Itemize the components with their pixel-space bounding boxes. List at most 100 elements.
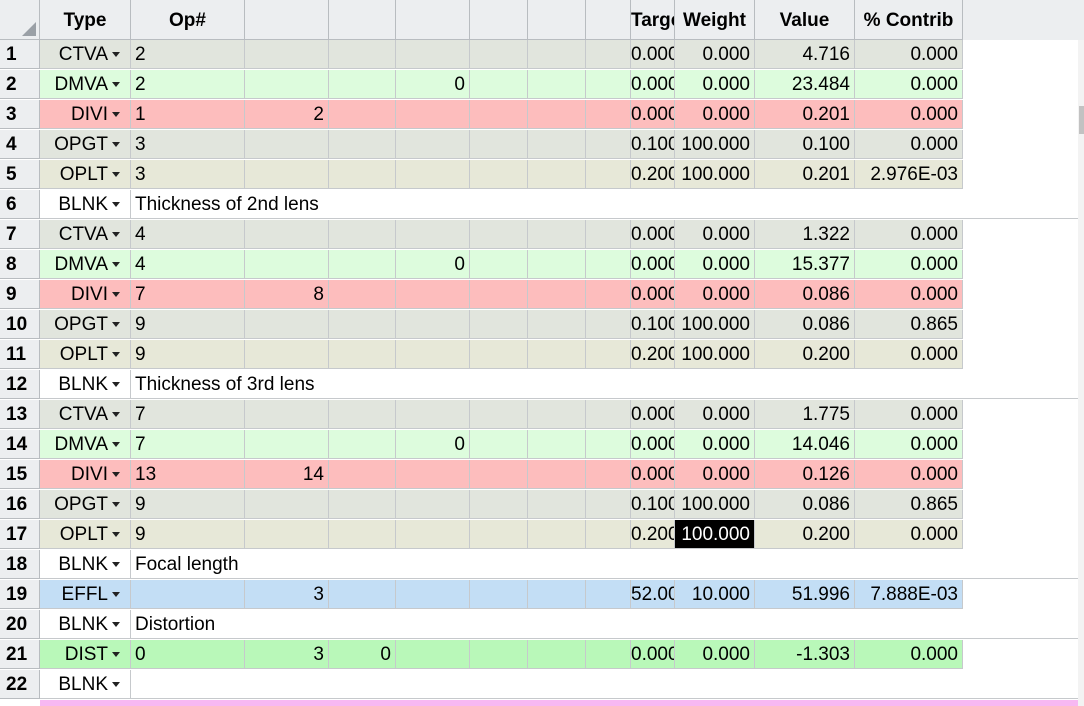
value-cell[interactable]: -1.303 — [755, 640, 855, 669]
operand-type-dropdown[interactable]: OPGT — [40, 310, 131, 339]
percent-contrib-cell[interactable]: 0.000 — [855, 340, 963, 369]
param-6-cell[interactable] — [586, 430, 631, 459]
row-number[interactable]: 4 — [0, 130, 40, 159]
operand-type-dropdown[interactable]: OPGT — [40, 130, 131, 159]
param-4-cell[interactable] — [470, 490, 528, 519]
percent-contrib-cell[interactable]: 0.000 — [855, 460, 963, 489]
param-1-cell[interactable]: 3 — [245, 640, 329, 669]
param-2-cell[interactable] — [329, 430, 396, 459]
param-5-cell[interactable] — [528, 310, 586, 339]
chevron-down-icon[interactable] — [112, 322, 120, 327]
param-5-cell[interactable] — [528, 460, 586, 489]
param-2-cell[interactable] — [329, 40, 396, 69]
param-6-cell[interactable] — [586, 310, 631, 339]
param-6-cell[interactable] — [586, 520, 631, 549]
weight-cell[interactable]: 0.000 — [675, 400, 755, 429]
param-3-cell[interactable] — [396, 40, 470, 69]
param-1-cell[interactable] — [245, 220, 329, 249]
param-1-cell[interactable] — [245, 310, 329, 339]
param-3-cell[interactable] — [396, 400, 470, 429]
chevron-down-icon[interactable] — [112, 412, 120, 417]
param-3-cell[interactable] — [396, 220, 470, 249]
row-number[interactable]: 7 — [0, 220, 40, 249]
param-4-cell[interactable] — [470, 460, 528, 489]
weight-cell[interactable]: 100.000 — [675, 490, 755, 519]
row-number[interactable]: 1 — [0, 40, 40, 69]
column-header-param-4[interactable] — [470, 0, 528, 40]
chevron-down-icon[interactable] — [112, 292, 120, 297]
param-1-cell[interactable] — [245, 400, 329, 429]
row-number[interactable]: 8 — [0, 250, 40, 279]
target-cell[interactable]: 0.000 — [631, 400, 675, 429]
param-3-cell[interactable] — [396, 280, 470, 309]
chevron-down-icon[interactable] — [112, 112, 120, 117]
operand-type-dropdown[interactable]: CTVA — [40, 40, 131, 69]
operand-type-dropdown[interactable]: CTVA — [40, 400, 131, 429]
op-number-cell[interactable]: 4 — [131, 250, 245, 279]
param-5-cell[interactable] — [528, 400, 586, 429]
param-3-cell[interactable] — [396, 460, 470, 489]
param-4-cell[interactable] — [470, 520, 528, 549]
param-3-cell[interactable] — [396, 130, 470, 159]
column-header-value[interactable]: Value — [755, 0, 855, 40]
param-6-cell[interactable] — [586, 640, 631, 669]
column-header-type[interactable]: Type — [40, 0, 131, 40]
chevron-down-icon[interactable] — [112, 352, 120, 357]
param-1-cell[interactable]: 2 — [245, 100, 329, 129]
weight-cell[interactable]: 100.000 — [675, 160, 755, 189]
param-2-cell[interactable] — [329, 100, 396, 129]
operand-type-dropdown[interactable]: DIVI — [40, 460, 131, 489]
operand-type-dropdown[interactable]: OPLT — [40, 520, 131, 549]
weight-cell[interactable]: 0.000 — [675, 70, 755, 99]
row-number[interactable]: 22 — [0, 670, 40, 699]
value-cell[interactable]: 0.200 — [755, 340, 855, 369]
param-4-cell[interactable] — [470, 160, 528, 189]
percent-contrib-cell[interactable]: 0.000 — [855, 100, 963, 129]
param-5-cell[interactable] — [528, 580, 586, 609]
percent-contrib-cell[interactable]: 0.000 — [855, 430, 963, 459]
value-cell[interactable]: 1.775 — [755, 400, 855, 429]
param-2-cell[interactable]: 0 — [329, 640, 396, 669]
row-number[interactable]: 5 — [0, 160, 40, 189]
weight-cell[interactable]: 100.000 — [675, 130, 755, 159]
param-5-cell[interactable] — [528, 520, 586, 549]
value-cell[interactable]: 4.716 — [755, 40, 855, 69]
weight-cell[interactable]: 0.000 — [675, 460, 755, 489]
operand-type-dropdown[interactable]: OPLT — [40, 160, 131, 189]
param-4-cell[interactable] — [470, 220, 528, 249]
chevron-down-icon[interactable] — [112, 532, 120, 537]
value-cell[interactable]: 1.322 — [755, 220, 855, 249]
param-6-cell[interactable] — [586, 40, 631, 69]
column-header-param-5[interactable] — [528, 0, 586, 40]
value-cell[interactable]: 0.086 — [755, 490, 855, 519]
chevron-down-icon[interactable] — [112, 622, 120, 627]
operand-type-dropdown[interactable]: DMVA — [40, 70, 131, 99]
param-6-cell[interactable] — [586, 400, 631, 429]
param-4-cell[interactable] — [470, 580, 528, 609]
param-5-cell[interactable] — [528, 250, 586, 279]
operand-type-dropdown[interactable]: BLNK — [40, 370, 131, 399]
weight-cell[interactable]: 100.000 — [675, 520, 755, 549]
weight-cell[interactable]: 0.000 — [675, 100, 755, 129]
param-3-cell[interactable] — [396, 580, 470, 609]
scrollbar-thumb[interactable] — [1079, 106, 1084, 134]
row-number[interactable]: 14 — [0, 430, 40, 459]
weight-cell[interactable]: 100.000 — [675, 310, 755, 339]
operand-type-dropdown[interactable]: DIVI — [40, 280, 131, 309]
param-4-cell[interactable] — [470, 130, 528, 159]
param-4-cell[interactable] — [470, 70, 528, 99]
value-cell[interactable]: 0.126 — [755, 460, 855, 489]
param-6-cell[interactable] — [586, 100, 631, 129]
row-number[interactable]: 20 — [0, 610, 40, 639]
op-number-cell[interactable]: 3 — [131, 130, 245, 159]
op-number-cell[interactable]: 9 — [131, 520, 245, 549]
param-6-cell[interactable] — [586, 130, 631, 159]
value-cell[interactable]: 14.046 — [755, 430, 855, 459]
operand-type-dropdown[interactable]: OPLT — [40, 340, 131, 369]
chevron-down-icon[interactable] — [112, 562, 120, 567]
param-3-cell[interactable] — [396, 160, 470, 189]
percent-contrib-cell[interactable]: 2.976E-03 — [855, 160, 963, 189]
param-1-cell[interactable] — [245, 250, 329, 279]
param-1-cell[interactable]: 3 — [245, 580, 329, 609]
weight-cell[interactable]: 10.000 — [675, 580, 755, 609]
